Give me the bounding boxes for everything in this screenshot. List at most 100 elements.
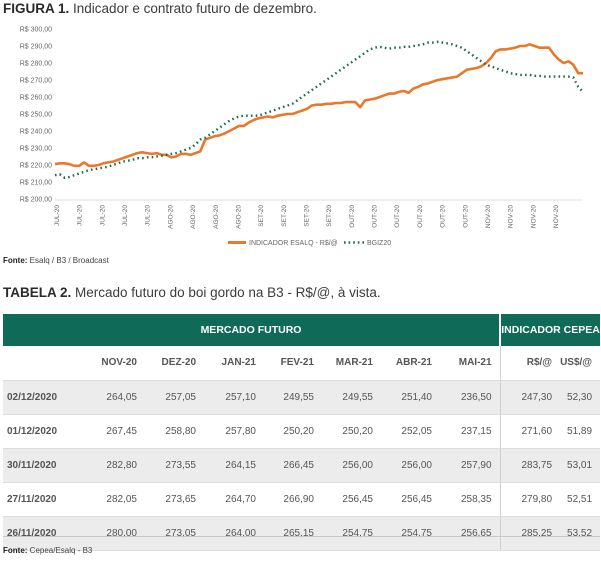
table-title-text: Mercado futuro do boi gordo na B3 - R$/@… <box>75 285 381 300</box>
cell: 249,55 <box>264 380 322 415</box>
row-date: 02/12/2020 <box>3 380 81 415</box>
column-header-uss: US$/@ <box>560 346 601 381</box>
x-tick-label: OUT-20 <box>394 205 401 228</box>
cell: 273,55 <box>145 448 204 483</box>
y-tick-label: R$ 260,00 <box>20 95 52 102</box>
x-tick-label: NOV-20 <box>485 205 492 229</box>
cell: 266,45 <box>264 448 322 483</box>
cell: 52,51 <box>560 482 601 517</box>
cell: 264,70 <box>204 482 264 517</box>
x-tick-label: AGO-20 <box>167 205 174 229</box>
cell: 258,35 <box>440 482 501 517</box>
line-chart: R$ 300,00 R$ 290,00 R$ 280,00 R$ 270,00 R$ 2… <box>20 27 584 247</box>
cell: 51,89 <box>560 414 601 449</box>
y-tick-label: R$ 240,00 <box>20 129 52 136</box>
column-header-jan21: JAN-21 <box>204 346 264 381</box>
x-tick-label: SET-20 <box>281 205 288 227</box>
column-header-dez20: DEZ-20 <box>145 346 204 381</box>
figure-source: Fonte: Esalq / B3 / Broadcast <box>3 256 109 265</box>
futures-table: MERCADO FUTURO INDICADOR CEPEA NOV-20 DE… <box>3 314 601 551</box>
table-source: Fonte: Cepea/Esalq - B3 <box>3 546 92 555</box>
x-tick-label: OUT-20 <box>349 205 356 228</box>
column-header-abr21: ABR-21 <box>381 346 440 381</box>
figure-source-text: Esalq / B3 / Broadcast <box>29 256 109 265</box>
futures-table-wrapper: MERCADO FUTURO INDICADOR CEPEA NOV-20 DE… <box>3 314 601 551</box>
cell: 249,55 <box>322 380 381 415</box>
x-tick-label: AGO-20 <box>190 205 197 229</box>
cell: 53,01 <box>560 448 601 483</box>
cell: 251,40 <box>381 380 440 415</box>
table-row: 01/12/2020 267,45 258,80 257,80 250,20 2… <box>3 414 601 449</box>
cell: 257,05 <box>145 380 204 415</box>
column-header-row: NOV-20 DEZ-20 JAN-21 FEV-21 MAR-21 ABR-2… <box>3 346 601 381</box>
y-tick-label: R$ 200,00 <box>20 197 52 204</box>
column-header-mai21: MAI-21 <box>440 346 501 381</box>
figure-title: FIGURA 1. Indicador e contrato futuro de… <box>3 1 317 16</box>
figure-source-label: Fonte: <box>3 256 28 265</box>
cell: 53,52 <box>560 516 601 551</box>
legend-label-indicador-esalq: INDICADOR ESALQ - R$/@ <box>249 240 338 247</box>
cell: 273,05 <box>145 516 204 551</box>
cell: 271,60 <box>499 414 561 449</box>
x-tick-label: AGO-20 <box>235 205 242 229</box>
table-source-label: Fonte: <box>3 546 28 555</box>
y-tick-label: R$ 220,00 <box>20 163 52 170</box>
table-bottom-rule <box>3 536 600 537</box>
y-tick-label: R$ 290,00 <box>20 44 52 51</box>
cell: 279,80 <box>499 482 561 517</box>
legend-label-bgiz20: BGIZ20 <box>367 240 391 247</box>
x-tick-label: NOV-20 <box>530 205 537 229</box>
x-tick-label: JUL-20 <box>54 205 61 226</box>
cell: 254,75 <box>381 516 440 551</box>
cell: 283,75 <box>499 448 561 483</box>
row-date: 30/11/2020 <box>3 448 81 483</box>
cell: 264,15 <box>204 448 264 483</box>
column-header-fev21: FEV-21 <box>264 346 322 381</box>
cell: 285,25 <box>499 516 561 551</box>
row-date: 27/11/2020 <box>3 482 81 517</box>
series-line-indicador-esalq <box>54 42 583 168</box>
cell: 264,00 <box>204 516 264 551</box>
cell: 282,80 <box>81 448 145 483</box>
cell: 254,75 <box>322 516 381 551</box>
x-tick-label: OUT-20 <box>462 205 469 228</box>
cell: 257,90 <box>440 448 501 483</box>
cell: 256,65 <box>440 516 501 551</box>
cell: 250,20 <box>264 414 322 449</box>
x-tick-label: JUL-20 <box>77 205 84 226</box>
cell: 256,00 <box>322 448 381 483</box>
cell: 52,30 <box>560 380 601 415</box>
table-label: TABELA 2. <box>3 285 72 300</box>
table-row: 02/12/2020 264,05 257,05 257,10 249,55 2… <box>3 380 601 415</box>
row-date: 01/12/2020 <box>3 414 81 449</box>
x-tick-label: OUT-20 <box>372 205 379 228</box>
cell: 256,00 <box>381 448 440 483</box>
cell: 256,45 <box>322 482 381 517</box>
x-tick-label: NOV-20 <box>508 205 515 229</box>
cell: 273,65 <box>145 482 204 517</box>
y-tick-label: R$ 270,00 <box>20 78 52 85</box>
figure-title-text: Indicador e contrato futuro de dezembro. <box>73 1 317 16</box>
table-row: 26/11/2020 280,00 273,05 264,00 265,15 2… <box>3 516 601 551</box>
cell: 266,90 <box>264 482 322 517</box>
cell: 256,45 <box>381 482 440 517</box>
figure-label: FIGURA 1. <box>3 1 70 16</box>
table-row: 30/11/2020 282,80 273,55 264,15 266,45 2… <box>3 448 601 483</box>
cell: 250,20 <box>322 414 381 449</box>
cell: 252,05 <box>381 414 440 449</box>
x-tick-label: SET-20 <box>326 205 333 227</box>
cell: 267,45 <box>81 414 145 449</box>
cell: 282,05 <box>81 482 145 517</box>
cell: 237,15 <box>440 414 501 449</box>
y-tick-label: R$ 280,00 <box>20 61 52 68</box>
y-tick-label: R$ 300,00 <box>20 27 52 34</box>
cell: 264,05 <box>81 380 145 415</box>
cell: 257,10 <box>204 380 264 415</box>
x-tick-label: OUT-20 <box>440 205 447 228</box>
x-tick-label: JUL-20 <box>122 205 129 226</box>
column-header-nov20: NOV-20 <box>81 346 145 381</box>
x-tick-label: OUT-20 <box>417 205 424 228</box>
cell: 258,80 <box>145 414 204 449</box>
cell: 236,50 <box>440 380 501 415</box>
cell: 280,00 <box>81 516 145 551</box>
